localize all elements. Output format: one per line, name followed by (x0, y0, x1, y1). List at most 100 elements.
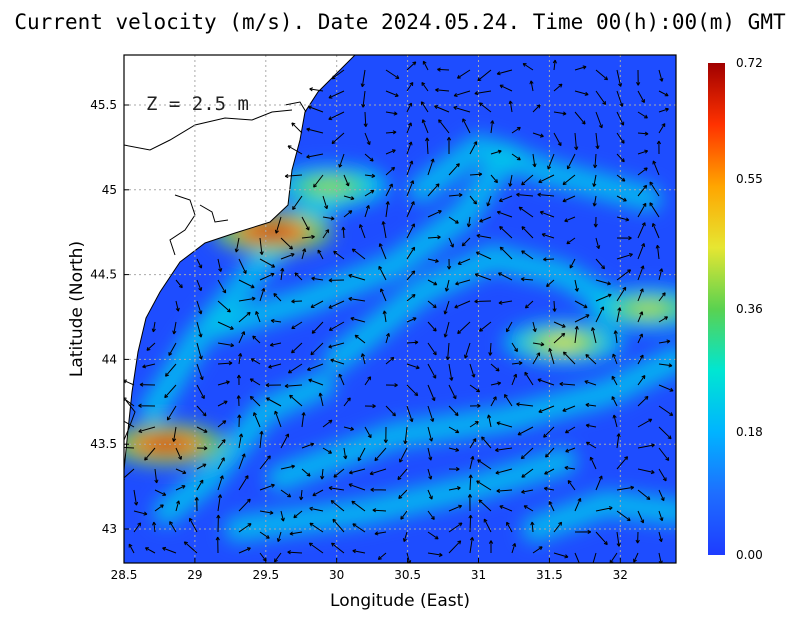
velocity-arrow (655, 244, 660, 260)
velocity-arrow (237, 414, 242, 428)
velocity-arrow (322, 229, 330, 239)
velocity-arrow (595, 306, 605, 323)
velocity-arrow (252, 335, 261, 344)
velocity-arrow (124, 420, 135, 428)
velocity-arrow (574, 111, 586, 125)
velocity-arrow (457, 321, 471, 335)
velocity-arrow (543, 426, 555, 438)
velocity-arrow (360, 69, 366, 88)
velocity-arrow (291, 342, 303, 354)
velocity-arrow (637, 265, 645, 281)
velocity-arrow (658, 384, 674, 392)
velocity-arrow (310, 342, 324, 356)
velocity-arrow (406, 61, 417, 71)
velocity-arrow (658, 90, 669, 97)
velocity-arrow (448, 163, 460, 176)
velocity-arrow (496, 421, 513, 428)
y-axis-ticks: 43 43.5 44 44.5 45 45.5 (90, 98, 129, 536)
velocity-arrow (487, 414, 492, 428)
y-axis-title: Latitude (North) (67, 241, 87, 377)
velocity-arrow (274, 216, 282, 234)
velocity-arrow (238, 331, 246, 344)
velocity-arrow (301, 412, 306, 428)
velocity-arrow (427, 258, 439, 263)
velocity-arrow (338, 373, 345, 386)
velocity-arrow (287, 363, 303, 374)
velocity-arrow (348, 296, 366, 302)
velocity-arrow (328, 342, 345, 349)
velocity-arrow (574, 325, 579, 344)
velocity-arrow (328, 90, 345, 99)
velocity-arrow (511, 126, 521, 134)
x-tick-label: 30 (329, 568, 344, 582)
velocity-arrow (448, 237, 454, 248)
velocity-arrow (253, 412, 261, 428)
x-tick-label: 32 (613, 568, 628, 582)
velocity-arrow (364, 173, 376, 178)
velocity-arrow (595, 258, 606, 270)
velocity-arrow (406, 317, 417, 323)
velocity-arrow (453, 90, 471, 97)
x-tick-label: 31 (471, 568, 486, 582)
velocity-arrow (427, 279, 438, 286)
velocity-arrow (649, 202, 660, 218)
velocity-arrow (455, 279, 471, 286)
velocity-arrow (637, 443, 655, 449)
x-tick-label: 29.5 (252, 568, 279, 582)
velocity-arrow (529, 80, 534, 92)
velocity-arrow (364, 189, 375, 197)
velocity-arrow (466, 216, 471, 228)
velocity-arrow (331, 132, 345, 145)
x-axis-ticks: 28.5 29 29.5 30 30.5 31 31.5 32 (111, 558, 628, 582)
velocity-arrow (574, 279, 579, 292)
velocity-arrow (592, 195, 597, 207)
velocity-arrow (616, 307, 622, 323)
velocity-arrow (611, 375, 618, 386)
velocity-arrow (477, 69, 492, 82)
velocity-arrow (496, 69, 513, 76)
velocity-arrow (359, 224, 366, 239)
velocity-arrow (385, 130, 397, 135)
velocity-arrow (406, 270, 416, 281)
velocity-arrow (637, 243, 646, 260)
velocity-arrow (385, 332, 390, 344)
velocity-arrow (593, 216, 598, 228)
colorbar-tick-label: 0.55 (736, 172, 763, 186)
velocity-arrow (238, 258, 247, 275)
velocity-arrow (616, 153, 625, 163)
velocity-arrow (274, 552, 282, 563)
velocity-arrow (585, 441, 597, 449)
country-border (124, 109, 293, 151)
velocity-arrow (585, 423, 597, 428)
velocity-arrow (421, 81, 429, 92)
velocity-arrow (352, 523, 366, 533)
velocity-arrow (287, 145, 303, 155)
velocity-arrow (427, 552, 443, 557)
velocity-arrow (448, 426, 460, 434)
velocity-arrow (448, 447, 460, 452)
velocity-arrow (291, 321, 303, 330)
velocity-arrow (361, 90, 366, 108)
velocity-arrow (574, 90, 589, 96)
velocity-arrow (456, 69, 471, 79)
velocity-arrow (495, 447, 513, 453)
velocity-arrow (238, 547, 251, 554)
velocity-arrow (370, 487, 387, 492)
velocity-arrow (259, 531, 270, 539)
velocity-arrow (476, 233, 492, 239)
velocity-arrow (469, 438, 477, 449)
velocity-arrow (658, 339, 671, 344)
velocity-arrow (291, 299, 303, 304)
velocity-arrow (151, 321, 156, 333)
velocity-arrow (427, 235, 441, 240)
velocity-arrow (521, 174, 534, 186)
velocity-arrow (398, 489, 408, 499)
velocity-arrow (374, 531, 387, 536)
velocity-arrow (400, 510, 408, 520)
velocity-arrow (521, 468, 534, 478)
velocity-arrow (448, 486, 461, 491)
velocity-arrow (522, 63, 534, 71)
velocity-arrow (238, 523, 252, 533)
velocity-arrow (496, 488, 513, 493)
